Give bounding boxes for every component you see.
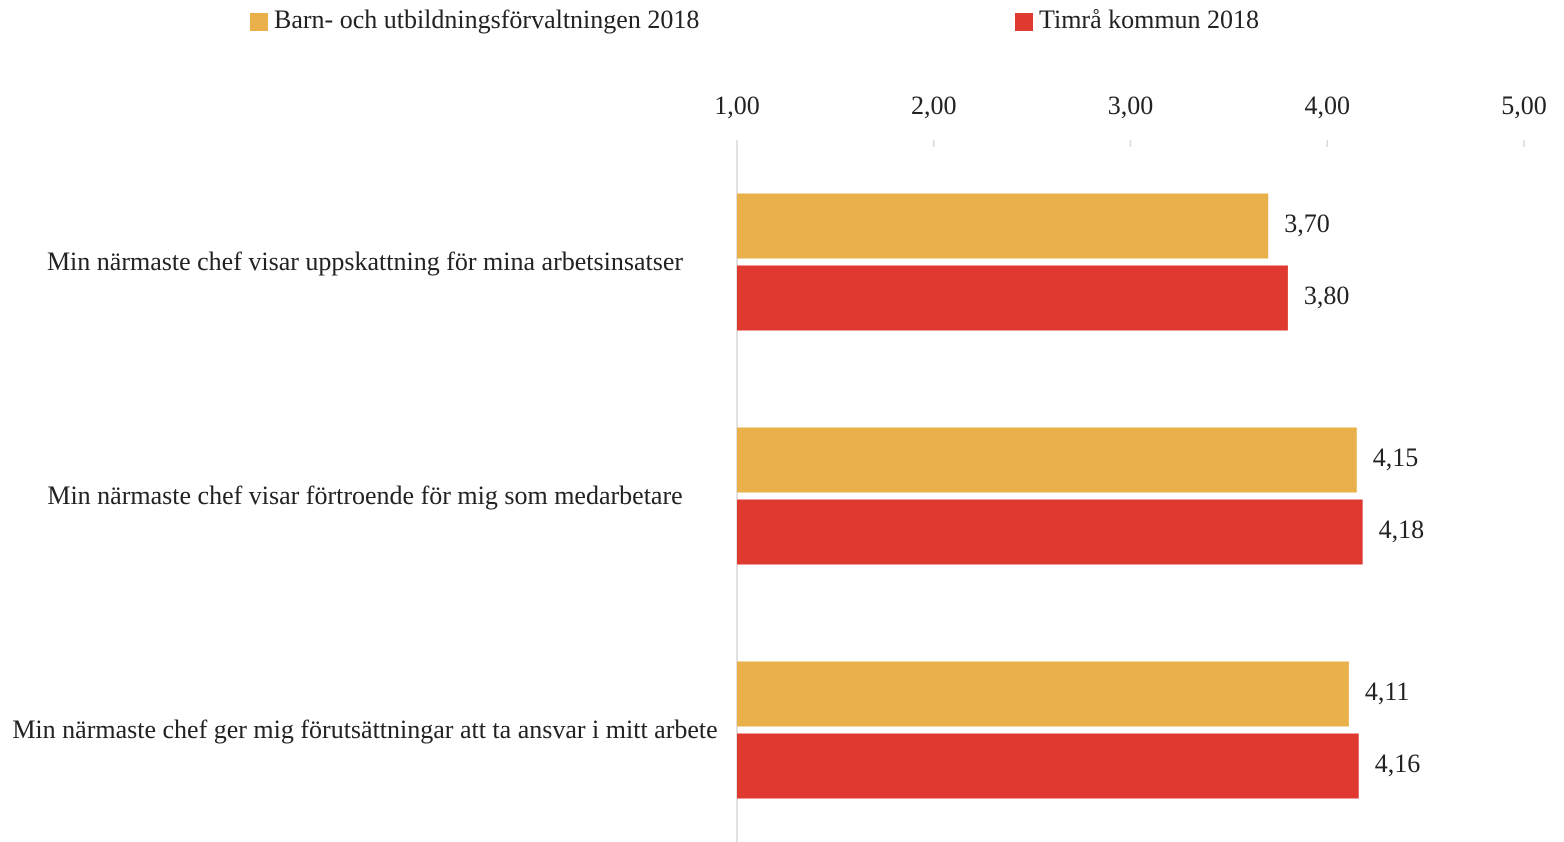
bar <box>737 265 1288 331</box>
value-label: 3,80 <box>1304 281 1350 310</box>
x-tick-label: 4,00 <box>1305 91 1351 120</box>
bar <box>737 499 1363 565</box>
legend-swatch <box>1015 13 1033 31</box>
value-label: 4,18 <box>1379 515 1425 544</box>
value-label: 3,70 <box>1284 209 1330 238</box>
category-label: Min närmaste chef ger mig förutsättninga… <box>12 715 718 744</box>
bar <box>737 733 1359 799</box>
legend-swatch <box>250 13 268 31</box>
bar <box>737 427 1357 493</box>
value-label: 4,15 <box>1373 443 1419 472</box>
category-label: Min närmaste chef visar förtroende för m… <box>47 481 683 510</box>
value-label: 4,16 <box>1375 749 1421 778</box>
x-tick-label: 3,00 <box>1108 91 1154 120</box>
legend-label: Barn- och utbildningsförvaltningen 2018 <box>274 5 699 34</box>
bar <box>737 661 1349 727</box>
legend-label: Timrå kommun 2018 <box>1039 5 1259 34</box>
category-label: Min närmaste chef visar uppskattning för… <box>46 247 684 276</box>
x-tick-label: 5,00 <box>1501 91 1547 120</box>
value-label: 4,11 <box>1365 677 1410 706</box>
x-tick-label: 1,00 <box>714 91 760 120</box>
x-tick-label: 2,00 <box>911 91 957 120</box>
bar <box>737 193 1269 259</box>
